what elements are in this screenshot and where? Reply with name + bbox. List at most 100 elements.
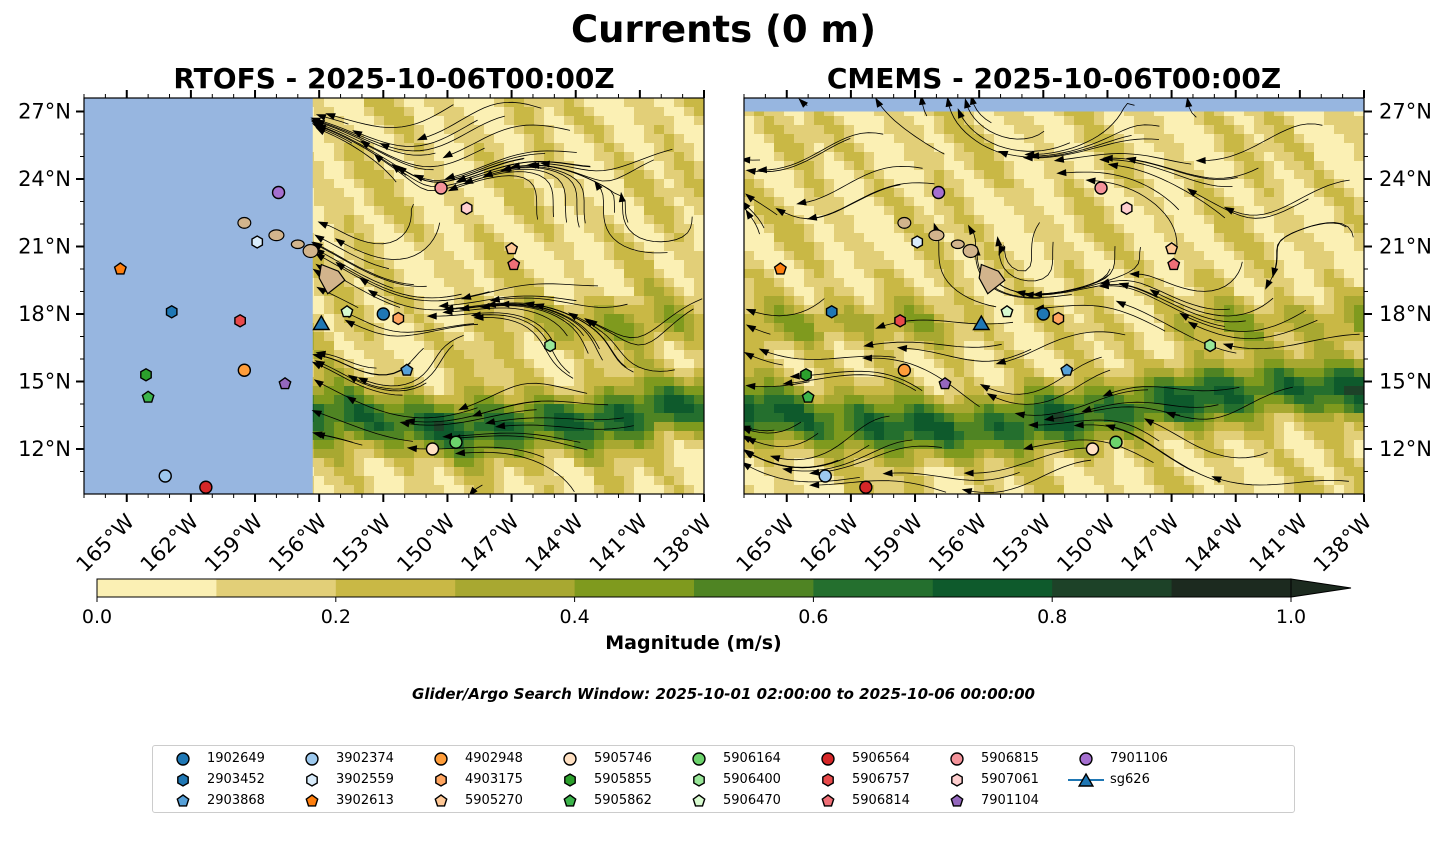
magnitude-cell	[1174, 107, 1185, 117]
magnitude-cell	[1084, 314, 1095, 324]
magnitude-cell	[584, 359, 595, 369]
magnitude-cell	[684, 341, 695, 351]
magnitude-cell	[464, 467, 475, 477]
magnitude-cell	[424, 224, 435, 234]
magnitude-cell	[394, 242, 405, 252]
magnitude-cell	[434, 422, 445, 432]
magnitude-cell	[1184, 359, 1195, 369]
x-tick-label: 162°W	[136, 509, 204, 577]
magnitude-cell	[1274, 323, 1285, 333]
magnitude-cell	[364, 197, 375, 207]
magnitude-cell	[364, 413, 375, 423]
magnitude-cell	[624, 350, 635, 360]
magnitude-cell	[1264, 143, 1275, 153]
magnitude-cell	[544, 125, 555, 135]
streamline-arrow	[442, 150, 453, 159]
magnitude-cell	[424, 323, 435, 333]
magnitude-cell	[874, 359, 885, 369]
magnitude-cell	[1314, 359, 1325, 369]
magnitude-cell	[424, 287, 435, 297]
magnitude-cell	[1284, 197, 1295, 207]
magnitude-cell	[744, 341, 755, 351]
magnitude-cell	[924, 107, 935, 117]
magnitude-cell	[1104, 368, 1115, 378]
magnitude-cell	[1174, 341, 1185, 351]
magnitude-cell	[424, 269, 435, 279]
magnitude-cell	[824, 116, 835, 126]
magnitude-cell	[864, 206, 875, 216]
magnitude-cell	[324, 431, 335, 441]
magnitude-cell	[924, 368, 935, 378]
magnitude-cell	[1254, 332, 1265, 342]
magnitude-cell	[914, 296, 925, 306]
magnitude-cell	[404, 350, 415, 360]
magnitude-cell	[1174, 305, 1185, 315]
magnitude-cell	[654, 161, 665, 171]
magnitude-cell	[994, 323, 1005, 333]
magnitude-cell	[794, 116, 805, 126]
magnitude-cell	[634, 206, 645, 216]
magnitude-cell	[524, 467, 535, 477]
magnitude-cell	[1054, 161, 1065, 171]
magnitude-cell	[834, 197, 845, 207]
magnitude-cell	[1064, 215, 1075, 225]
magnitude-cell	[404, 188, 415, 198]
magnitude-cell	[494, 107, 505, 117]
magnitude-cell	[644, 413, 655, 423]
magnitude-cell	[1074, 206, 1085, 216]
magnitude-cell	[1204, 107, 1215, 117]
magnitude-cell	[834, 170, 845, 180]
magnitude-cell	[774, 359, 785, 369]
magnitude-cell	[334, 332, 345, 342]
magnitude-cell	[454, 485, 465, 494]
magnitude-cell	[474, 404, 485, 414]
float-5905270	[505, 241, 519, 255]
magnitude-cell	[454, 269, 465, 279]
magnitude-cell	[414, 485, 425, 494]
magnitude-cell	[964, 197, 975, 207]
magnitude-cell	[664, 278, 675, 288]
streamline	[417, 153, 546, 181]
magnitude-cell	[614, 215, 625, 225]
magnitude-cell	[1324, 197, 1335, 207]
magnitude-cell	[1224, 134, 1235, 144]
magnitude-cell	[974, 278, 985, 288]
magnitude-cell	[1034, 143, 1045, 153]
magnitude-cell	[1014, 215, 1025, 225]
magnitude-cell	[1324, 233, 1335, 243]
magnitude-cell	[1004, 314, 1015, 324]
magnitude-cell	[444, 161, 455, 171]
magnitude-cell	[614, 224, 625, 234]
magnitude-cell	[454, 188, 465, 198]
magnitude-cell	[944, 125, 955, 135]
magnitude-cell	[824, 269, 835, 279]
magnitude-cell	[1074, 152, 1085, 162]
magnitude-cell	[1294, 215, 1305, 225]
magnitude-cell	[574, 395, 585, 405]
magnitude-cell	[874, 251, 885, 261]
magnitude-cell	[344, 314, 355, 324]
magnitude-cell	[1154, 143, 1165, 153]
magnitude-cell	[594, 341, 605, 351]
magnitude-cell	[364, 125, 375, 135]
magnitude-cell	[1094, 134, 1105, 144]
magnitude-cell	[534, 278, 545, 288]
magnitude-cell	[1224, 224, 1235, 234]
magnitude-cell	[1014, 314, 1025, 324]
magnitude-cell	[634, 107, 645, 117]
magnitude-cell	[434, 386, 445, 396]
magnitude-cell	[844, 233, 855, 243]
magnitude-cell	[884, 332, 895, 342]
magnitude-cell	[1134, 215, 1145, 225]
magnitude-cell	[384, 269, 395, 279]
magnitude-cell	[934, 179, 945, 189]
magnitude-cell	[674, 170, 685, 180]
magnitude-cell	[484, 296, 495, 306]
magnitude-cell	[1334, 224, 1345, 234]
magnitude-cell	[444, 260, 455, 270]
magnitude-cell	[334, 179, 345, 189]
magnitude-cell	[814, 296, 825, 306]
streamline-arrow	[315, 114, 327, 121]
magnitude-cell	[814, 161, 825, 171]
magnitude-cell	[1214, 134, 1225, 144]
